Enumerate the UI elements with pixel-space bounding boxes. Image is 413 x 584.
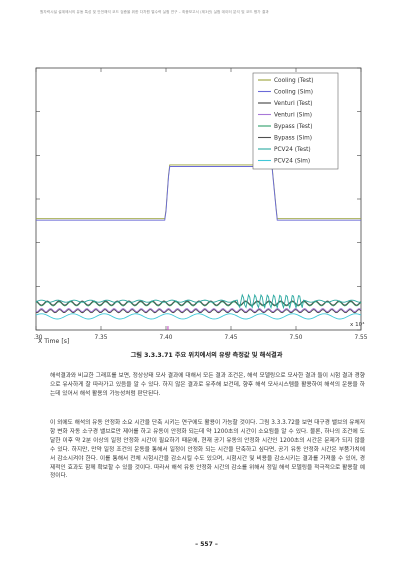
legend-label: Cooling (Sim)	[274, 90, 313, 96]
x-tick-label: 7.50	[290, 335, 303, 341]
x-tick-label: 7.35	[95, 335, 108, 341]
legend-label: Cooling (Test)	[274, 78, 314, 84]
series-layer	[35, 164, 362, 330]
x-tick-label: 7.55	[355, 335, 368, 341]
x-axis-title: X Time [s]	[38, 338, 69, 345]
series-line	[35, 293, 362, 310]
series-line	[35, 300, 362, 306]
legend-label: Bypass (Sim)	[274, 136, 312, 142]
legend-label: PCV24 (Test)	[274, 147, 311, 153]
legend-box	[252, 72, 339, 170]
flow-rate-chart: 7.307.357.407.457.507.55 Cooling (Test)C…	[34, 67, 368, 345]
tick-layer: 7.30 7.35 7.40 7.45 7.50 7.55	[34, 67, 368, 341]
figure-caption: 그림 3.3.3.71 주요 위치에서의 유량 측정값 및 해석결과	[130, 352, 283, 359]
series-line	[35, 309, 362, 314]
body-paragraph-2: 이 외에도 해석의 유동 안정화 소요 시간을 단축 시키는 연구에도 활용이 …	[50, 420, 365, 480]
legend-label: PCV24 (Sim)	[274, 159, 310, 165]
series-line	[36, 166, 361, 221]
legend-label: Venturi (Test)	[274, 101, 312, 107]
series-line	[36, 164, 361, 220]
legend-label: Venturi (Sim)	[274, 113, 312, 119]
x-tick-label: 7.30	[34, 335, 43, 341]
x-tick-label: 7.45	[225, 335, 238, 341]
series-line	[35, 313, 362, 320]
x-tick-label: 7.40	[160, 335, 173, 341]
body-paragraph-1: 해석결과와 비교한 그래프를 보면, 정상상태 모사 결과에 대해서 모든 결과…	[50, 373, 365, 397]
flow-chart-figure: 7.307.357.407.457.507.55 Cooling (Test)C…	[34, 58, 384, 348]
series-line	[35, 308, 362, 313]
running-header: 원자력시설 설계에서의 유동 특성 및 안전해석 코드 검증을 위한 다차원 열…	[40, 10, 269, 14]
legend: Cooling (Test) Cooling (Sim) Venturi (Test…	[252, 72, 339, 170]
legend-label: Bypass (Test)	[274, 124, 312, 130]
page-number: – 557 –	[195, 541, 218, 548]
x-exponent-label: x 10⁴	[350, 321, 365, 328]
